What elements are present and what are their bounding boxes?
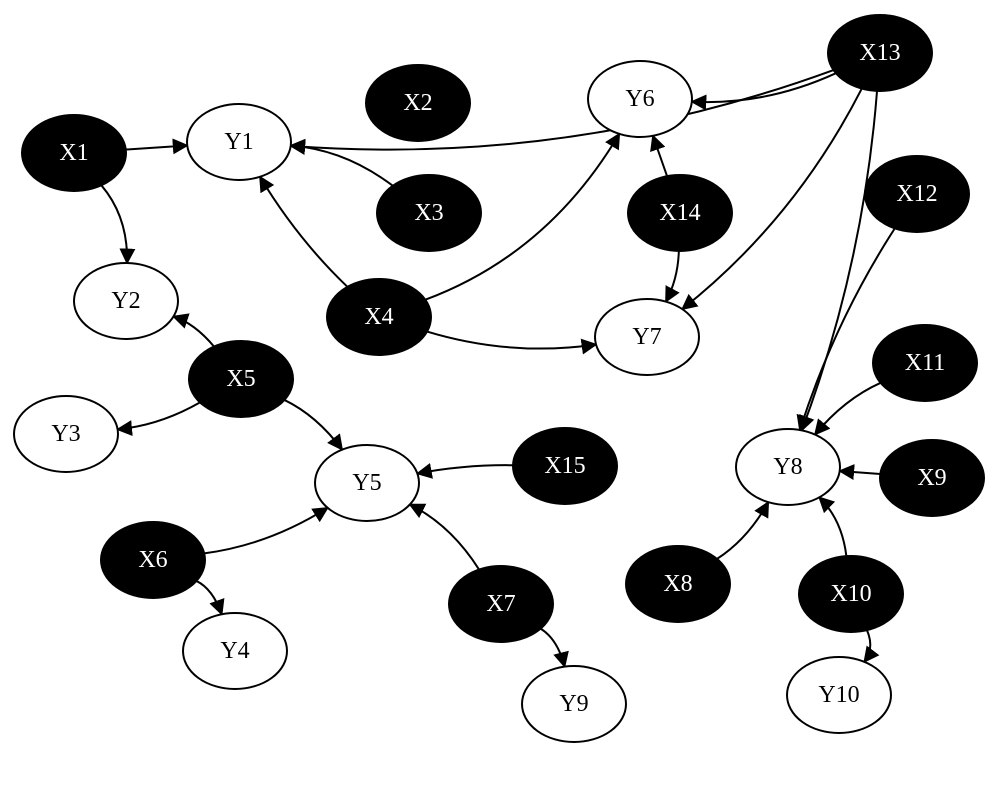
node-X5: X5	[189, 341, 293, 417]
edge-X9-Y8	[840, 471, 881, 474]
node-Y10: Y10	[787, 657, 891, 733]
edge-X8-Y8	[717, 502, 768, 559]
node-label-X7: X7	[486, 591, 515, 617]
node-Y2: Y2	[74, 263, 178, 339]
edge-X14-Y7	[666, 251, 679, 302]
node-X1: X1	[22, 115, 126, 191]
network-diagram: X1 X2 X3 X4 X5 X6 X7 X8 X9 X10 X11 X12 X13 X14 X15 Y1 Y2…	[0, 0, 1000, 785]
node-Y7: Y7	[595, 299, 699, 375]
node-label-Y2: Y2	[111, 288, 140, 314]
node-X9: X9	[880, 440, 984, 516]
edge-X5-Y2	[173, 317, 213, 347]
edge-X1-Y1	[126, 145, 187, 149]
edge-X12-Y8	[800, 228, 895, 430]
node-X15: X15	[513, 428, 617, 504]
node-label-X5: X5	[226, 366, 255, 392]
node-label-Y9: Y9	[559, 691, 588, 717]
edge-X11-Y8	[815, 383, 881, 435]
node-label-X6: X6	[138, 547, 167, 573]
edge-X5-Y3	[118, 402, 200, 429]
node-label-X12: X12	[896, 181, 937, 207]
node-X10: X10	[799, 556, 903, 632]
node-label-X3: X3	[414, 200, 443, 226]
node-Y9: Y9	[522, 666, 626, 742]
edge-X5-Y5	[284, 400, 342, 450]
edge-X14-Y6	[653, 136, 667, 176]
node-label-Y1: Y1	[224, 129, 253, 155]
node-label-Y5: Y5	[352, 470, 381, 496]
node-label-Y7: Y7	[632, 324, 661, 350]
node-X12: X12	[865, 156, 969, 232]
node-X11: X11	[873, 325, 977, 401]
edge-X7-Y5	[410, 504, 479, 569]
edge-X3-Y1	[291, 146, 393, 186]
nodes-layer: X1 X2 X3 X4 X5 X6 X7 X8 X9 X10 X11 X12 X13 X14 X15 Y1 Y2…	[14, 15, 984, 742]
node-label-X4: X4	[364, 304, 393, 330]
node-label-Y3: Y3	[51, 421, 80, 447]
edge-X1-Y2	[101, 185, 127, 263]
node-Y5: Y5	[315, 445, 419, 521]
edge-X10-Y10	[864, 630, 870, 662]
node-label-X13: X13	[859, 40, 900, 66]
node-label-Y4: Y4	[220, 638, 249, 664]
node-X3: X3	[377, 175, 481, 251]
node-label-X14: X14	[659, 200, 700, 226]
edge-X4-Y1	[260, 177, 347, 287]
edge-X10-Y8	[819, 497, 846, 556]
node-X4: X4	[327, 279, 431, 355]
node-Y4: Y4	[183, 613, 287, 689]
node-X2: X2	[366, 65, 470, 141]
edge-X13-Y8	[802, 91, 877, 430]
node-X14: X14	[628, 175, 732, 251]
edge-X15-Y5	[417, 465, 513, 473]
node-X7: X7	[449, 566, 553, 642]
node-label-X1: X1	[59, 140, 88, 166]
node-label-X11: X11	[905, 350, 945, 376]
node-Y3: Y3	[14, 396, 118, 472]
node-X13: X13	[828, 15, 932, 91]
node-X6: X6	[101, 522, 205, 598]
node-label-Y6: Y6	[625, 86, 654, 112]
node-Y8: Y8	[736, 429, 840, 505]
node-label-X8: X8	[663, 571, 692, 597]
node-label-X2: X2	[403, 90, 432, 116]
edge-X7-Y9	[541, 629, 565, 667]
node-Y6: Y6	[588, 61, 692, 137]
edge-X4-Y7	[427, 332, 596, 349]
edge-X6-Y4	[196, 581, 221, 614]
node-label-Y8: Y8	[773, 454, 802, 480]
node-label-X15: X15	[544, 453, 585, 479]
node-X8: X8	[626, 546, 730, 622]
node-label-Y10: Y10	[818, 682, 859, 708]
node-label-X10: X10	[830, 581, 871, 607]
node-Y1: Y1	[187, 104, 291, 180]
node-label-X9: X9	[917, 465, 946, 491]
edge-X6-Y5	[204, 508, 327, 554]
